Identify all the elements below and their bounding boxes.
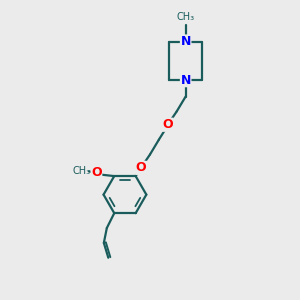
Text: O: O xyxy=(163,118,173,131)
Text: O: O xyxy=(91,166,102,179)
Text: CH₃: CH₃ xyxy=(177,12,195,22)
Text: O: O xyxy=(136,161,146,174)
Text: N: N xyxy=(181,35,191,48)
Text: CH₃: CH₃ xyxy=(73,166,91,176)
Text: N: N xyxy=(181,74,191,87)
